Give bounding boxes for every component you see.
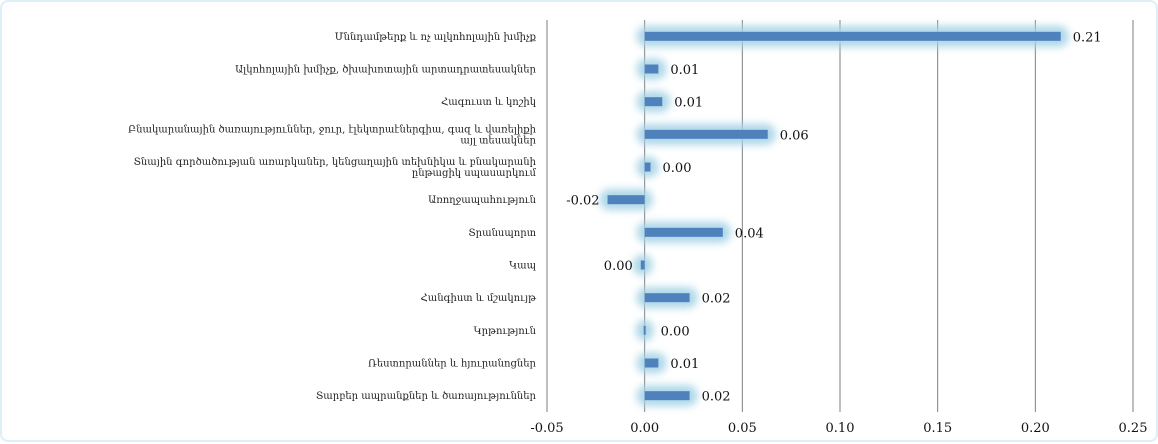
category-label: Ռեստորաններ և հյուրանոցներ xyxy=(368,359,537,370)
data-label: 0.21 xyxy=(1073,30,1102,45)
category-label: Տարբեր ապրանքներ և ծառայություններ xyxy=(316,391,537,402)
data-label: 0.01 xyxy=(670,357,699,372)
gridlines xyxy=(546,20,1134,412)
category-labels: Մննդամթերք և ոչ ալկոհոլային խմիչք Ալկոհոլ… xyxy=(128,32,537,402)
bar xyxy=(640,260,645,270)
bar xyxy=(644,97,663,107)
x-tick-label: 0.05 xyxy=(728,421,757,436)
data-label: 0.01 xyxy=(674,96,703,111)
category-label: Տնային գործածության առարկաներ, կենցաղայի… xyxy=(134,157,537,168)
data-label: 0.00 xyxy=(663,161,692,176)
bars xyxy=(607,31,1061,401)
data-label: 0.06 xyxy=(780,128,809,143)
data-label: -0.02 xyxy=(566,194,599,209)
x-tick-label: 0.25 xyxy=(1119,421,1148,436)
category-label: այլ տեսակներ xyxy=(460,135,536,146)
category-label: Հագուստ և կոշիկ xyxy=(441,97,536,108)
bar xyxy=(644,227,723,237)
data-label: 0.02 xyxy=(702,390,731,405)
category-label: Ալկոհոլային խմիչք, ծխախոտային արտադրատես… xyxy=(235,65,536,76)
data-label: 0.00 xyxy=(604,259,633,274)
bar xyxy=(644,358,659,368)
bar xyxy=(644,162,651,172)
x-tick-label: 0.10 xyxy=(826,421,855,436)
category-label: Առողջապահություն xyxy=(428,195,537,206)
category-label: Մննդամթերք և ոչ ալկոհոլային խմիչք xyxy=(335,32,537,43)
bar xyxy=(643,325,646,335)
bar xyxy=(644,391,690,401)
data-label: 0.01 xyxy=(670,63,699,78)
data-label: 0.02 xyxy=(702,292,731,307)
bar xyxy=(644,64,659,74)
bar xyxy=(644,31,1061,41)
data-label: 0.04 xyxy=(735,226,764,241)
bar-glow-layer xyxy=(599,25,1069,407)
x-tick-label: 0.00 xyxy=(630,421,659,436)
bar xyxy=(644,293,690,303)
category-label: Տրանսպորտ xyxy=(468,228,536,239)
category-label: Հանգիստ և մշակույթ xyxy=(421,293,538,304)
category-label: Կրթություն xyxy=(474,326,537,337)
category-label: ընթացիկ սպասարկում xyxy=(412,168,537,179)
x-tick-label: 0.15 xyxy=(923,421,952,436)
x-tick-label: 0.20 xyxy=(1021,421,1050,436)
data-labels: 0.21 0.01 0.01 0.06 0.00 -0.02 0.04 0.00 0.02 0.0… xyxy=(566,30,1101,404)
x-axis-ticks: -0.05 0.00 0.05 0.10 0.15 0.20 0.25 xyxy=(530,421,1147,436)
bar xyxy=(607,195,645,205)
bar xyxy=(644,129,768,139)
category-label: Կապ xyxy=(509,261,537,272)
x-tick-label: -0.05 xyxy=(530,421,563,436)
category-label: Բնակարանային ծառայություններ, ջուր, էլեկ… xyxy=(128,124,537,135)
data-label: 0.00 xyxy=(661,324,690,339)
